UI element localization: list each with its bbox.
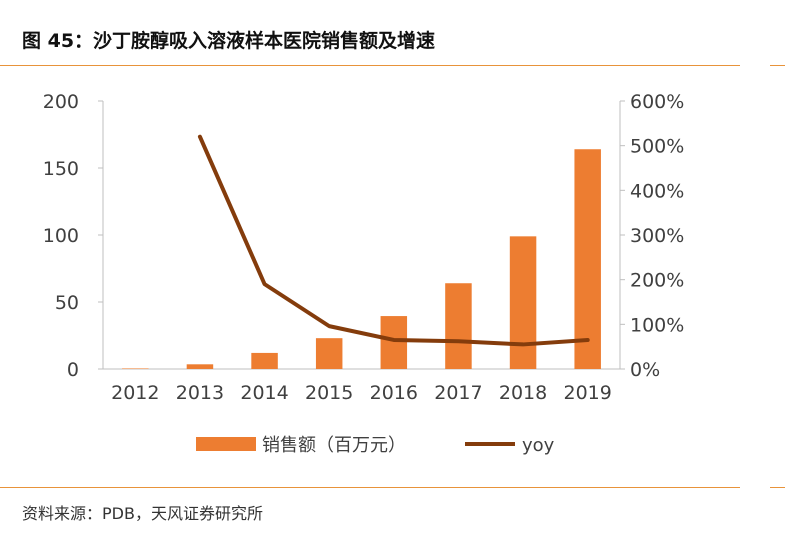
- title-rule-tail: [770, 65, 785, 66]
- tick-labels: 0 50 100 150 200 0% 100% 200% 300% 400% 500% 600% 20…: [43, 91, 685, 404]
- bar: [380, 316, 408, 369]
- right-tick-label: 600%: [630, 91, 684, 113]
- x-tick-label: 2018: [499, 382, 547, 404]
- left-tick-label: 50: [55, 292, 79, 314]
- source-note: 资料来源：PDB，天风证券研究所: [22, 504, 263, 523]
- right-tick-label: 100%: [630, 314, 684, 336]
- bar: [251, 352, 278, 369]
- bar: [574, 149, 601, 369]
- legend-label-bar: 销售额（百万元）: [262, 435, 406, 456]
- right-tick-label: 400%: [630, 180, 684, 202]
- chart-title: 图 45：沙丁胺醇吸入溶液样本医院销售额及增速: [22, 30, 436, 52]
- bar: [315, 338, 343, 369]
- right-tick-label: 0%: [630, 359, 660, 381]
- source-rule-tail: [770, 487, 785, 488]
- x-tick-label: 2019: [564, 382, 612, 404]
- legend-label-line: yoy: [522, 435, 555, 456]
- yoy-line-series: [197, 134, 590, 347]
- right-tick-label: 200%: [630, 270, 684, 292]
- left-tick-label: 200: [43, 91, 79, 113]
- bar: [186, 364, 214, 369]
- x-tick-label: 2014: [240, 382, 288, 404]
- bar-series: [122, 149, 601, 369]
- x-tick-label: 2016: [370, 382, 418, 404]
- source-rule: [0, 487, 740, 488]
- title-rule: [0, 65, 740, 66]
- left-tick-label: 100: [43, 225, 79, 247]
- bar: [509, 236, 537, 369]
- right-tick-label: 300%: [630, 225, 684, 247]
- bar: [445, 283, 472, 369]
- axes: [98, 100, 625, 370]
- bar: [122, 368, 149, 369]
- left-tick-label: 0: [67, 359, 79, 381]
- x-tick-label: 2013: [176, 382, 224, 404]
- left-tick-label: 150: [43, 158, 79, 180]
- x-tick-label: 2012: [111, 382, 159, 404]
- legend-swatch-bar: [196, 437, 256, 451]
- x-tick-label: 2015: [305, 382, 353, 404]
- x-tick-label: 2017: [434, 382, 482, 404]
- legend: 销售额（百万元） yoy: [196, 435, 555, 456]
- right-tick-label: 500%: [630, 136, 684, 158]
